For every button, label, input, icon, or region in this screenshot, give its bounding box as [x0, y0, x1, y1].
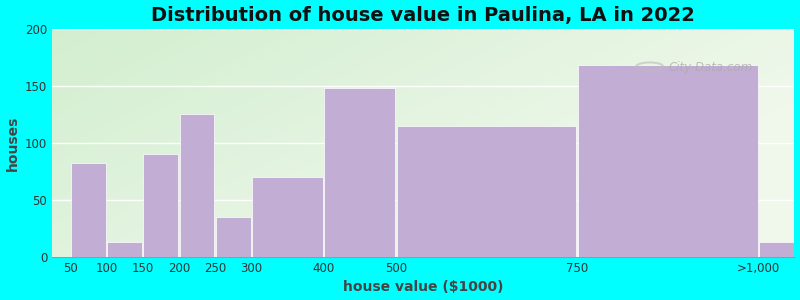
Bar: [578, 65, 758, 257]
Bar: [397, 126, 577, 257]
Bar: [252, 177, 323, 257]
Title: Distribution of house value in Paulina, LA in 2022: Distribution of house value in Paulina, …: [151, 6, 695, 25]
Bar: [180, 114, 214, 257]
Bar: [71, 164, 106, 257]
Bar: [759, 242, 800, 257]
Text: City-Data.com: City-Data.com: [668, 61, 752, 74]
Bar: [143, 154, 178, 257]
Bar: [325, 88, 395, 257]
Bar: [107, 242, 142, 257]
X-axis label: house value ($1000): house value ($1000): [343, 280, 503, 294]
Y-axis label: houses: houses: [6, 115, 19, 171]
Bar: [216, 217, 250, 257]
